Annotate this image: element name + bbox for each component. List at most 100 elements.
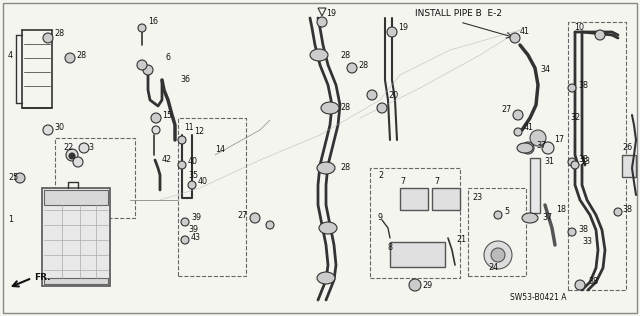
Bar xyxy=(568,22,626,290)
Circle shape xyxy=(15,173,25,183)
Circle shape xyxy=(367,90,377,100)
Bar xyxy=(390,242,445,267)
Text: 38: 38 xyxy=(622,205,632,215)
Text: 12: 12 xyxy=(194,127,204,137)
Bar xyxy=(44,278,108,284)
Circle shape xyxy=(43,33,53,43)
Text: 28: 28 xyxy=(358,60,368,70)
Text: 34: 34 xyxy=(540,65,550,75)
Text: 28: 28 xyxy=(54,28,64,38)
Text: 14: 14 xyxy=(215,145,225,155)
Text: 20: 20 xyxy=(388,90,398,100)
Circle shape xyxy=(65,53,75,63)
Text: FR.: FR. xyxy=(34,274,51,283)
Text: 38: 38 xyxy=(578,226,588,234)
Text: 15: 15 xyxy=(162,111,172,119)
Bar xyxy=(178,118,246,276)
Text: SW53-B0421 A: SW53-B0421 A xyxy=(510,294,566,302)
Circle shape xyxy=(266,221,274,229)
Text: 16: 16 xyxy=(148,17,158,27)
Circle shape xyxy=(250,213,260,223)
Text: 1: 1 xyxy=(8,216,13,224)
Bar xyxy=(370,168,460,278)
Text: 11: 11 xyxy=(184,124,193,132)
Text: 26: 26 xyxy=(622,143,632,153)
Text: 28: 28 xyxy=(340,51,350,59)
Circle shape xyxy=(514,128,522,136)
Text: 23: 23 xyxy=(472,193,482,203)
Circle shape xyxy=(484,241,512,269)
Text: 27: 27 xyxy=(502,106,512,114)
Circle shape xyxy=(595,30,605,40)
Circle shape xyxy=(43,125,53,135)
Text: 38: 38 xyxy=(578,81,588,89)
Text: 28: 28 xyxy=(340,163,350,173)
Text: 35: 35 xyxy=(188,171,198,179)
Text: 38: 38 xyxy=(588,277,598,287)
Circle shape xyxy=(143,65,153,75)
Text: 8: 8 xyxy=(388,244,393,252)
Bar xyxy=(468,188,526,276)
Text: 7: 7 xyxy=(434,178,439,186)
Bar xyxy=(55,138,135,218)
Circle shape xyxy=(522,142,534,154)
Bar xyxy=(432,188,460,210)
Ellipse shape xyxy=(319,222,337,234)
Circle shape xyxy=(69,153,75,159)
Circle shape xyxy=(79,143,89,153)
Circle shape xyxy=(73,157,83,167)
Circle shape xyxy=(568,228,576,236)
Circle shape xyxy=(568,158,576,166)
Ellipse shape xyxy=(321,102,339,114)
Text: 30: 30 xyxy=(54,124,64,132)
Text: 19: 19 xyxy=(398,23,408,33)
Text: 41: 41 xyxy=(520,27,530,37)
Text: 29: 29 xyxy=(422,281,432,289)
Text: 4: 4 xyxy=(8,51,13,59)
Ellipse shape xyxy=(517,143,533,153)
Text: 17: 17 xyxy=(554,136,564,144)
Text: 31: 31 xyxy=(544,157,554,167)
Ellipse shape xyxy=(522,213,538,223)
Circle shape xyxy=(571,161,579,169)
Bar xyxy=(622,155,636,177)
Text: 28: 28 xyxy=(76,51,86,59)
Circle shape xyxy=(614,208,622,216)
Text: 7: 7 xyxy=(400,178,405,186)
Text: 3: 3 xyxy=(88,143,93,153)
Circle shape xyxy=(152,126,160,134)
Bar xyxy=(44,190,108,205)
Text: 39: 39 xyxy=(188,226,198,234)
Text: 38: 38 xyxy=(578,155,588,165)
Circle shape xyxy=(542,142,554,154)
Text: 13: 13 xyxy=(580,157,590,167)
Text: INSTALL PIPE B  E-2: INSTALL PIPE B E-2 xyxy=(415,9,502,19)
Circle shape xyxy=(317,17,327,27)
Circle shape xyxy=(387,27,397,37)
Circle shape xyxy=(409,279,421,291)
Circle shape xyxy=(188,181,196,189)
Circle shape xyxy=(178,161,186,169)
Circle shape xyxy=(151,113,161,123)
Circle shape xyxy=(494,211,502,219)
Bar xyxy=(42,188,110,286)
Circle shape xyxy=(377,103,387,113)
Bar xyxy=(530,158,540,213)
Text: 42: 42 xyxy=(162,155,172,165)
Text: 9: 9 xyxy=(378,214,383,222)
Ellipse shape xyxy=(310,49,328,61)
Circle shape xyxy=(137,60,147,70)
Text: 27: 27 xyxy=(237,210,248,220)
Circle shape xyxy=(513,110,523,120)
Text: 37: 37 xyxy=(536,141,546,149)
Circle shape xyxy=(181,236,189,244)
Text: 33: 33 xyxy=(582,238,592,246)
Text: 25: 25 xyxy=(8,173,19,183)
Text: 37: 37 xyxy=(542,214,552,222)
Text: 39: 39 xyxy=(191,214,201,222)
Ellipse shape xyxy=(317,272,335,284)
Text: 2: 2 xyxy=(378,171,383,179)
Circle shape xyxy=(510,33,520,43)
Text: 5: 5 xyxy=(504,208,509,216)
Text: 10: 10 xyxy=(574,23,584,33)
